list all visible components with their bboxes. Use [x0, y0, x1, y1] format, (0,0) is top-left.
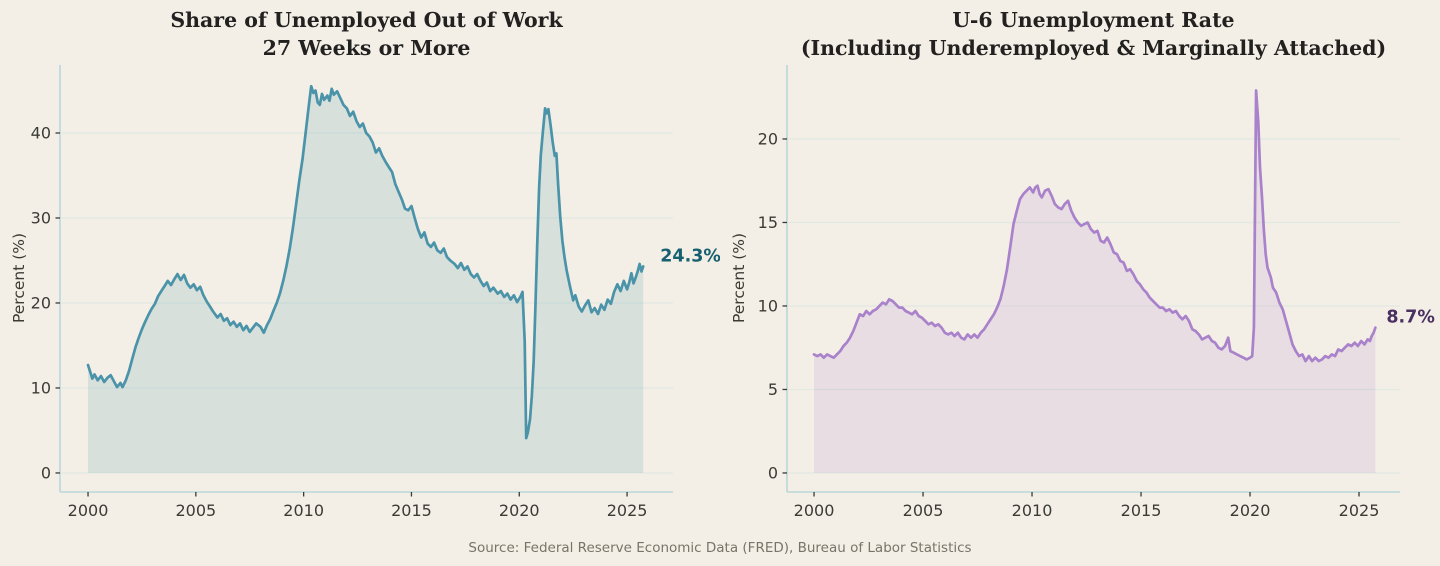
x-tick-label: 2010: [283, 501, 324, 520]
x-tick-label: 2020: [499, 501, 540, 520]
y-tick-label: 10: [31, 378, 51, 397]
x-tick-label: 2025: [607, 501, 648, 520]
y-tick-label: 20: [758, 129, 778, 148]
x-tick-label: 2025: [1339, 501, 1380, 520]
chart-title: Share of Unemployed Out of Work 27 Weeks…: [170, 8, 563, 61]
last-value-annotation: 24.3%: [660, 246, 720, 266]
series-fill: [88, 86, 644, 473]
x-tick-label: 2015: [391, 501, 432, 520]
chart-long-term-unemployed-share: Share of Unemployed Out of Work 27 Weeks…: [10, 8, 720, 520]
y-tick-label: 0: [768, 463, 778, 482]
plot-area-left: 2000 2005 2010 2015 2020 2025 0 10 20 30 40 24.3%: [31, 65, 720, 520]
x-tick-label: 2000: [68, 501, 109, 520]
x-tick-label: 2010: [1012, 501, 1053, 520]
y-tick-label: 30: [31, 208, 51, 227]
y-tick-label: 20: [31, 293, 51, 312]
chart-title: U-6 Unemployment Rate (Including Underem…: [800, 8, 1387, 61]
y-tick-label: 15: [758, 213, 778, 232]
y-tick-label: 5: [768, 380, 778, 399]
x-tick-label: 2020: [1230, 501, 1271, 520]
x-tick-label: 2005: [175, 501, 216, 520]
last-value-annotation: 8.7%: [1386, 308, 1435, 328]
plot-area-right: 2000 2005 2010 2015 2020 2025 0 5 10 15 20 8.7%: [758, 65, 1435, 520]
source-note: Source: Federal Reserve Economic Data (F…: [468, 540, 972, 556]
x-tick-label: 2000: [794, 501, 835, 520]
x-tick-label: 2015: [1121, 501, 1162, 520]
y-tick-label: 10: [758, 296, 778, 315]
series-fill: [814, 90, 1376, 473]
chart-u6-unemployment-rate: U-6 Unemployment Rate (Including Underem…: [720, 0, 1440, 566]
x-tick-label: 2005: [903, 501, 944, 520]
y-tick-label: 40: [31, 123, 51, 142]
series-line: [812, 89, 1377, 363]
series-line: [86, 84, 645, 440]
y-tick-label: 0: [41, 463, 51, 482]
